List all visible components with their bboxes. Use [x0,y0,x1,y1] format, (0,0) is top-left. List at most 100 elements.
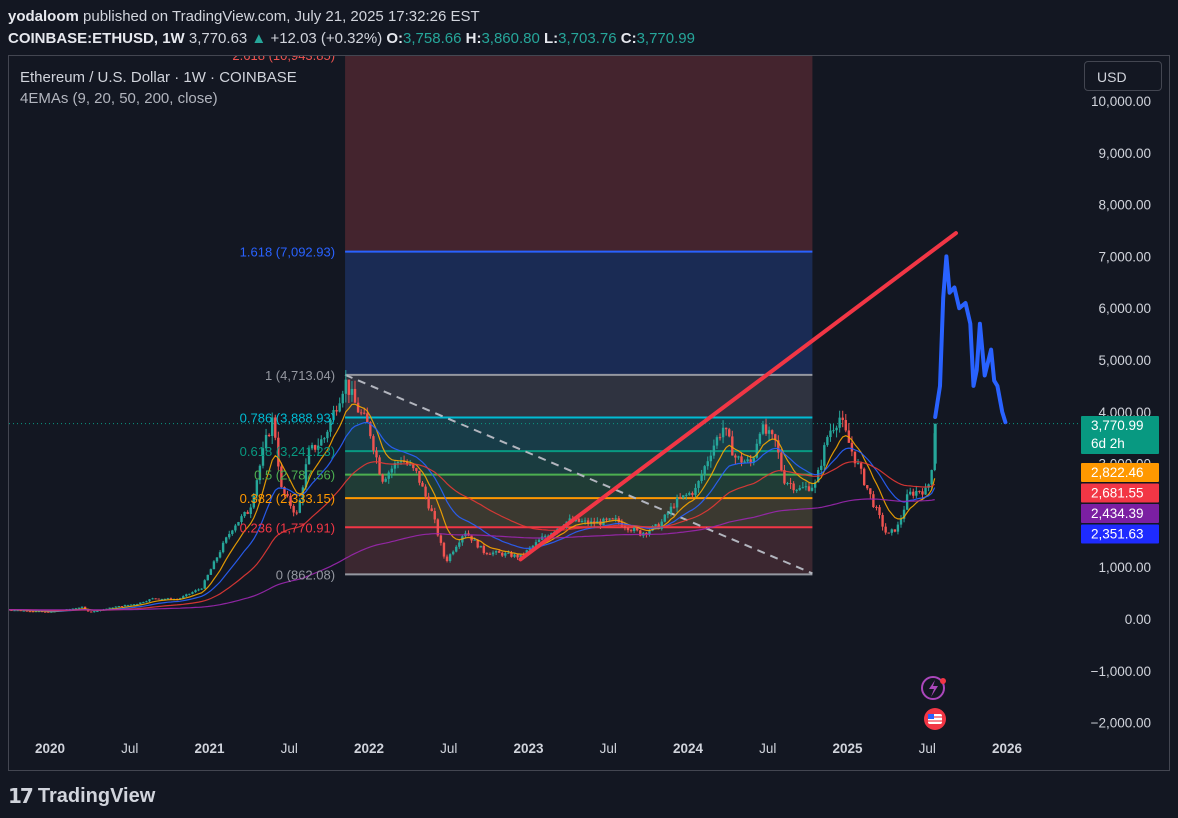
candle-body [534,542,538,546]
candle-body [654,524,657,527]
x-tick-label: Jul [600,741,617,756]
candle-body [197,589,200,591]
candle-body [234,525,237,531]
y-tick-label: 7,000.00 [1098,249,1151,264]
candle-body [639,530,642,536]
candle-body [915,490,918,496]
candle-body [90,611,93,613]
candle-body [323,438,326,440]
ema-9-line [5,403,936,613]
candle-body [752,457,755,463]
high-value: 3,860.80 [481,30,540,47]
fib-zone [345,417,813,452]
candle-body [777,440,780,453]
candle-body [899,518,903,525]
candle-body [672,506,676,508]
candle-body [283,487,286,494]
chart-pane[interactable]: 2.618 (10,943.85) 1.618 (7,092.93) 1 (4,71… [4,48,1170,771]
fib-label: 1.618 (7,092.93) [240,245,335,260]
candle-body [105,608,108,610]
candle-body [445,556,449,562]
candle-body [390,468,394,473]
price-label-box [1081,416,1159,454]
candle-body [47,611,50,613]
candle-body [774,434,777,441]
candle-body [767,430,771,434]
candle-body [369,422,372,437]
candle-body [823,445,826,466]
dashed-trend-line [344,373,813,575]
candle-body [442,542,446,557]
candle-body [537,539,541,543]
candle-body [344,379,348,394]
legend-symbol-title[interactable]: Ethereum / U.S. Dollar · 1W · COINBASE [20,69,297,86]
candle-body [381,474,384,482]
candle-body [807,486,811,491]
fib-zone [345,474,813,499]
candle-body [25,610,29,612]
x-tick-label: 2020 [35,741,65,756]
candle-body [77,607,81,609]
fib-label: 0 (862.08) [276,567,335,582]
candle-body [761,424,765,434]
candle-body [663,514,667,522]
candle-body [746,459,749,462]
candle-body [166,598,170,600]
low-key: L: [544,30,559,47]
candle-body [347,379,351,395]
candle-body [473,539,476,541]
legend-indicator[interactable]: 4EMAs (9, 20, 50, 200, close) [20,90,218,107]
candle-body [890,529,893,533]
candle-body [507,552,510,554]
lightning-event-icon [921,676,945,700]
candle-body [494,551,498,553]
candle-body [93,611,96,613]
x-tick-label: Jul [281,741,298,756]
candle-body [228,533,231,538]
chart-canvas[interactable]: 2.618 (10,943.85) 1.618 (7,092.93) 1 (4,71… [4,48,1169,770]
price-label-text: 2,681.55 [1091,486,1144,501]
y-tick-label: 5,000.00 [1098,353,1151,368]
candle-body [832,430,835,432]
candle-body [433,511,436,520]
candle-body [439,535,443,543]
candle-body [120,606,124,608]
candle-body [415,468,418,471]
candle-body [421,482,424,487]
candle-body [258,465,262,481]
candle-body [117,606,121,608]
y-tick-label: −1,000.00 [1091,664,1151,679]
fib-label: 0.618 (3,241.23) [240,444,335,459]
y-tick-label: 0.00 [1125,612,1151,627]
price-label-countdown: 6d 2h [1091,436,1125,451]
candle-body [132,604,136,606]
candle-body [706,461,709,467]
currency-button[interactable]: USD [1084,61,1162,91]
candle-body [614,518,617,520]
candle-body [896,524,900,532]
candle-body [151,598,154,600]
candle-body [436,519,440,536]
candle-body [921,491,924,495]
candle-body [31,611,35,613]
publisher-name[interactable]: yodaloom [8,8,79,25]
candle-body [28,611,32,613]
close-value: 3,770.99 [636,30,695,47]
candle-body [740,456,743,463]
candle-body [154,598,157,600]
open-key: O: [386,30,404,47]
candle-body [237,522,240,526]
close-key: C: [620,30,637,47]
candle-body [513,554,516,557]
candle-body [820,465,823,471]
candle-body [341,393,344,404]
candle-body [648,530,651,535]
candle-body [476,539,479,548]
candle-body [786,483,789,485]
candle-body [74,608,78,610]
candle-body [356,402,360,413]
candle-body [789,483,792,485]
candle-body-last [933,423,937,464]
candle-body [626,527,630,531]
candle-body [678,497,682,499]
